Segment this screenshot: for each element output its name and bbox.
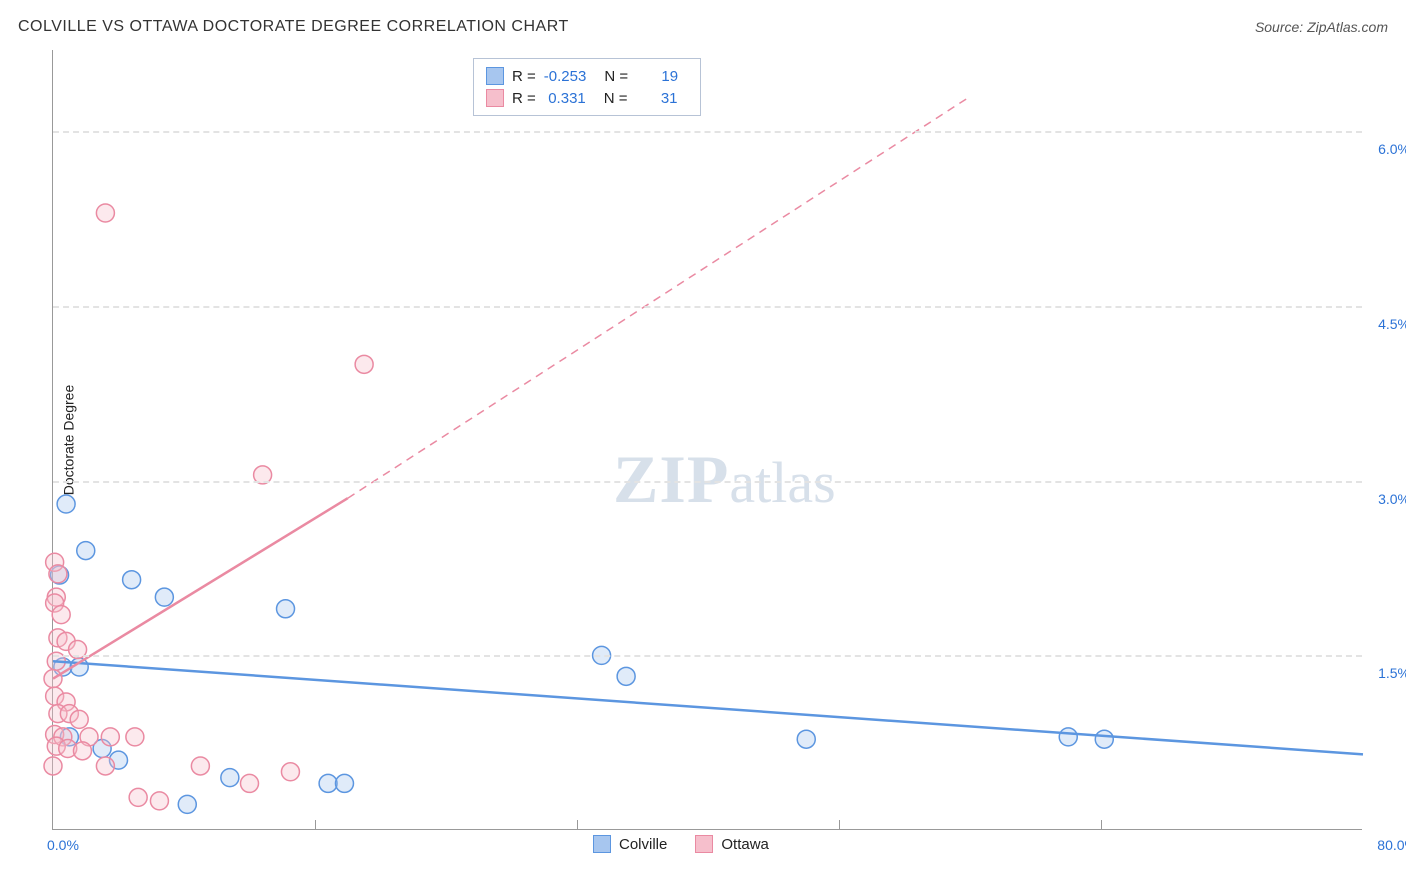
gridline [53,655,1362,657]
gridline [53,306,1362,308]
legend-item-ottawa: Ottawa [695,835,769,853]
r-value-colville: -0.253 [544,68,597,85]
stats-row-ottawa: R = 0.331 N = 31 [486,87,688,109]
x-tick [839,820,840,830]
x-tick [315,820,316,830]
x-tick [577,820,578,830]
x-axis-min-label: 0.0% [47,837,79,853]
x-tick [1101,820,1102,830]
n-label: N = [604,68,628,85]
correlation-stats-box: R = -0.253 N = 19 R = 0.331 N = 31 [473,58,701,116]
n-value-ottawa: 31 [636,90,688,107]
swatch-colville [486,67,504,85]
y-tick-label: 3.0% [1378,491,1406,507]
x-axis-max-label: 80.0% [1377,837,1406,853]
series-legend: Colville Ottawa [593,835,769,853]
n-value-colville: 19 [636,68,688,85]
y-tick-label: 1.5% [1378,665,1406,681]
stats-row-colville: R = -0.253 N = 19 [486,65,688,87]
r-label: R = [512,90,536,107]
y-tick-label: 4.5% [1378,316,1406,332]
swatch-ottawa [486,89,504,107]
scatter-svg [53,50,1362,829]
legend-swatch-colville [593,835,611,853]
source-attribution: Source: ZipAtlas.com [1255,19,1388,35]
r-value-ottawa: 0.331 [544,90,596,107]
gridline [53,481,1362,483]
legend-label-colville: Colville [619,836,667,853]
chart-header: COLVILLE VS OTTAWA DOCTORATE DEGREE CORR… [18,18,1388,36]
n-label: N = [604,90,628,107]
chart-plot-area: Doctorate Degree ZIPatlas R = -0.253 N =… [52,50,1362,830]
legend-swatch-ottawa [695,835,713,853]
r-label: R = [512,68,536,85]
y-tick-label: 6.0% [1378,141,1406,157]
legend-item-colville: Colville [593,835,667,853]
legend-label-ottawa: Ottawa [721,836,769,853]
chart-title: COLVILLE VS OTTAWA DOCTORATE DEGREE CORR… [18,18,569,36]
gridline [53,131,1362,133]
